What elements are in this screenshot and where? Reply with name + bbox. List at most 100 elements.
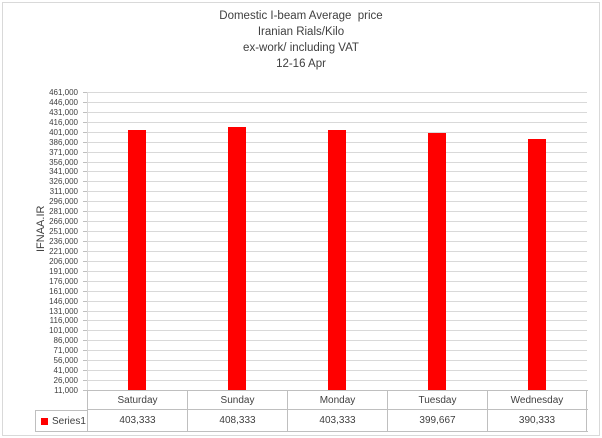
gridline — [87, 101, 587, 103]
y-axis-tick — [83, 191, 87, 193]
y-axis-tick-label: 341,000 — [49, 167, 78, 177]
gridline — [87, 310, 587, 312]
y-axis-tick-label: 86,000 — [53, 336, 78, 346]
chart-title-line-3: ex-work/ including VAT — [243, 42, 359, 54]
gridline — [87, 211, 587, 213]
y-axis-tick — [83, 320, 87, 322]
y-axis-tick-label: 446,000 — [49, 97, 78, 107]
gridline — [87, 201, 587, 203]
y-axis-tick — [83, 101, 87, 103]
y-axis-tick — [83, 111, 87, 113]
y-axis-tick-label: 281,000 — [49, 207, 78, 217]
y-axis-tick-label: 131,000 — [49, 306, 78, 316]
y-axis-tick-label: 41,000 — [53, 366, 78, 376]
gridline — [87, 350, 587, 352]
y-axis-tick-label: 221,000 — [49, 246, 78, 256]
gridline — [87, 290, 587, 292]
y-axis-tick-label: 371,000 — [49, 147, 78, 157]
y-axis-tick — [83, 201, 87, 203]
y-axis-tick — [83, 340, 87, 342]
y-axis-tick-label: 161,000 — [49, 286, 78, 296]
y-axis-tick — [83, 370, 87, 372]
gridline — [87, 231, 587, 233]
gridline — [87, 181, 587, 183]
y-axis-tick — [83, 380, 87, 382]
category-cell-sunday: Sunday — [187, 391, 287, 409]
y-axis-tick-label: 386,000 — [49, 137, 78, 147]
y-axis-tick — [83, 250, 87, 252]
gridline — [87, 191, 587, 193]
bar-tuesday — [428, 132, 446, 390]
y-axis-tick-label: 11,000 — [54, 386, 78, 395]
gridline — [87, 161, 587, 163]
chart-title: Domestic I-beam Average price Iranian Ri… — [0, 8, 602, 72]
gridline — [87, 250, 587, 252]
gridline — [87, 92, 587, 93]
y-axis-tick-label: 296,000 — [49, 197, 78, 207]
category-cell-monday: Monday — [287, 391, 387, 409]
y-axis-tick — [83, 171, 87, 173]
y-axis-tick — [83, 151, 87, 153]
data-table-value-row: Series1 403,333 408,333 403,333 399,667 390,… — [35, 410, 588, 432]
gridline — [87, 171, 587, 173]
gridline — [87, 241, 587, 242]
y-axis-tick — [83, 231, 87, 233]
bar-sunday — [228, 126, 246, 390]
y-axis-tick-label: 116,000 — [49, 316, 78, 326]
y-axis-tick-label: 461,000 — [49, 88, 78, 97]
y-axis-tick-label: 101,000 — [49, 326, 78, 336]
y-axis-tick-label: 236,000 — [49, 237, 78, 246]
y-axis-tick-label: 251,000 — [49, 227, 78, 237]
gridline — [87, 340, 587, 342]
bar-wednesday — [528, 138, 546, 390]
y-axis-tick — [83, 92, 87, 93]
y-axis-tick-label: 401,000 — [49, 127, 78, 137]
data-table-category-row: Saturday Sunday Monday Tuesday Wednesday — [87, 390, 588, 410]
bar-monday — [328, 130, 346, 390]
y-axis-tick-label: 416,000 — [49, 117, 78, 127]
gridline — [87, 221, 587, 223]
gridline — [87, 370, 587, 372]
legend-cell: Series1 — [35, 410, 87, 431]
y-axis-tick — [83, 221, 87, 223]
value-cell-monday: 403,333 — [287, 410, 387, 431]
category-cell-wednesday: Wednesday — [487, 391, 587, 409]
series-name-label: Series1 — [52, 415, 86, 427]
value-cell-saturday: 403,333 — [87, 410, 187, 431]
chart-title-line-2: Iranian Rials/Kilo — [257, 26, 345, 38]
y-axis-tick-label: 176,000 — [49, 276, 78, 286]
gridline — [87, 121, 587, 123]
y-axis-tick-label: 26,000 — [53, 376, 78, 386]
y-axis-tick-label: 146,000 — [49, 296, 78, 306]
gridline — [87, 280, 587, 282]
gridline — [87, 111, 587, 113]
value-cell-tuesday: 399,667 — [387, 410, 487, 431]
y-axis-tick-label: 206,000 — [49, 256, 78, 266]
y-axis-tick — [83, 360, 87, 362]
y-axis-tick — [83, 260, 87, 262]
y-axis-tick-label: 71,000 — [53, 346, 78, 356]
y-axis-tick — [83, 161, 87, 163]
gridline — [87, 260, 587, 262]
y-axis-tick — [83, 270, 87, 272]
y-axis-tick — [83, 211, 87, 213]
y-axis-tick-label: 431,000 — [49, 107, 78, 117]
bar-saturday — [128, 130, 146, 390]
y-axis-tick — [83, 280, 87, 282]
gridline — [87, 270, 587, 272]
y-axis-tick-label: 56,000 — [53, 356, 78, 366]
gridline — [87, 141, 587, 143]
y-axis-tick — [83, 310, 87, 312]
y-axis-tick-label: 191,000 — [49, 266, 78, 276]
y-axis-tick — [83, 181, 87, 183]
y-axis-tick — [83, 330, 87, 332]
gridline — [87, 151, 587, 153]
value-cell-wednesday: 390,333 — [487, 410, 587, 431]
y-axis-tick-label: 311,000 — [49, 187, 78, 197]
y-axis-line — [87, 92, 88, 390]
y-axis-tick — [83, 121, 87, 123]
gridline — [87, 330, 587, 332]
y-axis-tick-label: 326,000 — [49, 177, 78, 187]
gridline — [87, 360, 587, 362]
y-axis-tick — [83, 300, 87, 302]
